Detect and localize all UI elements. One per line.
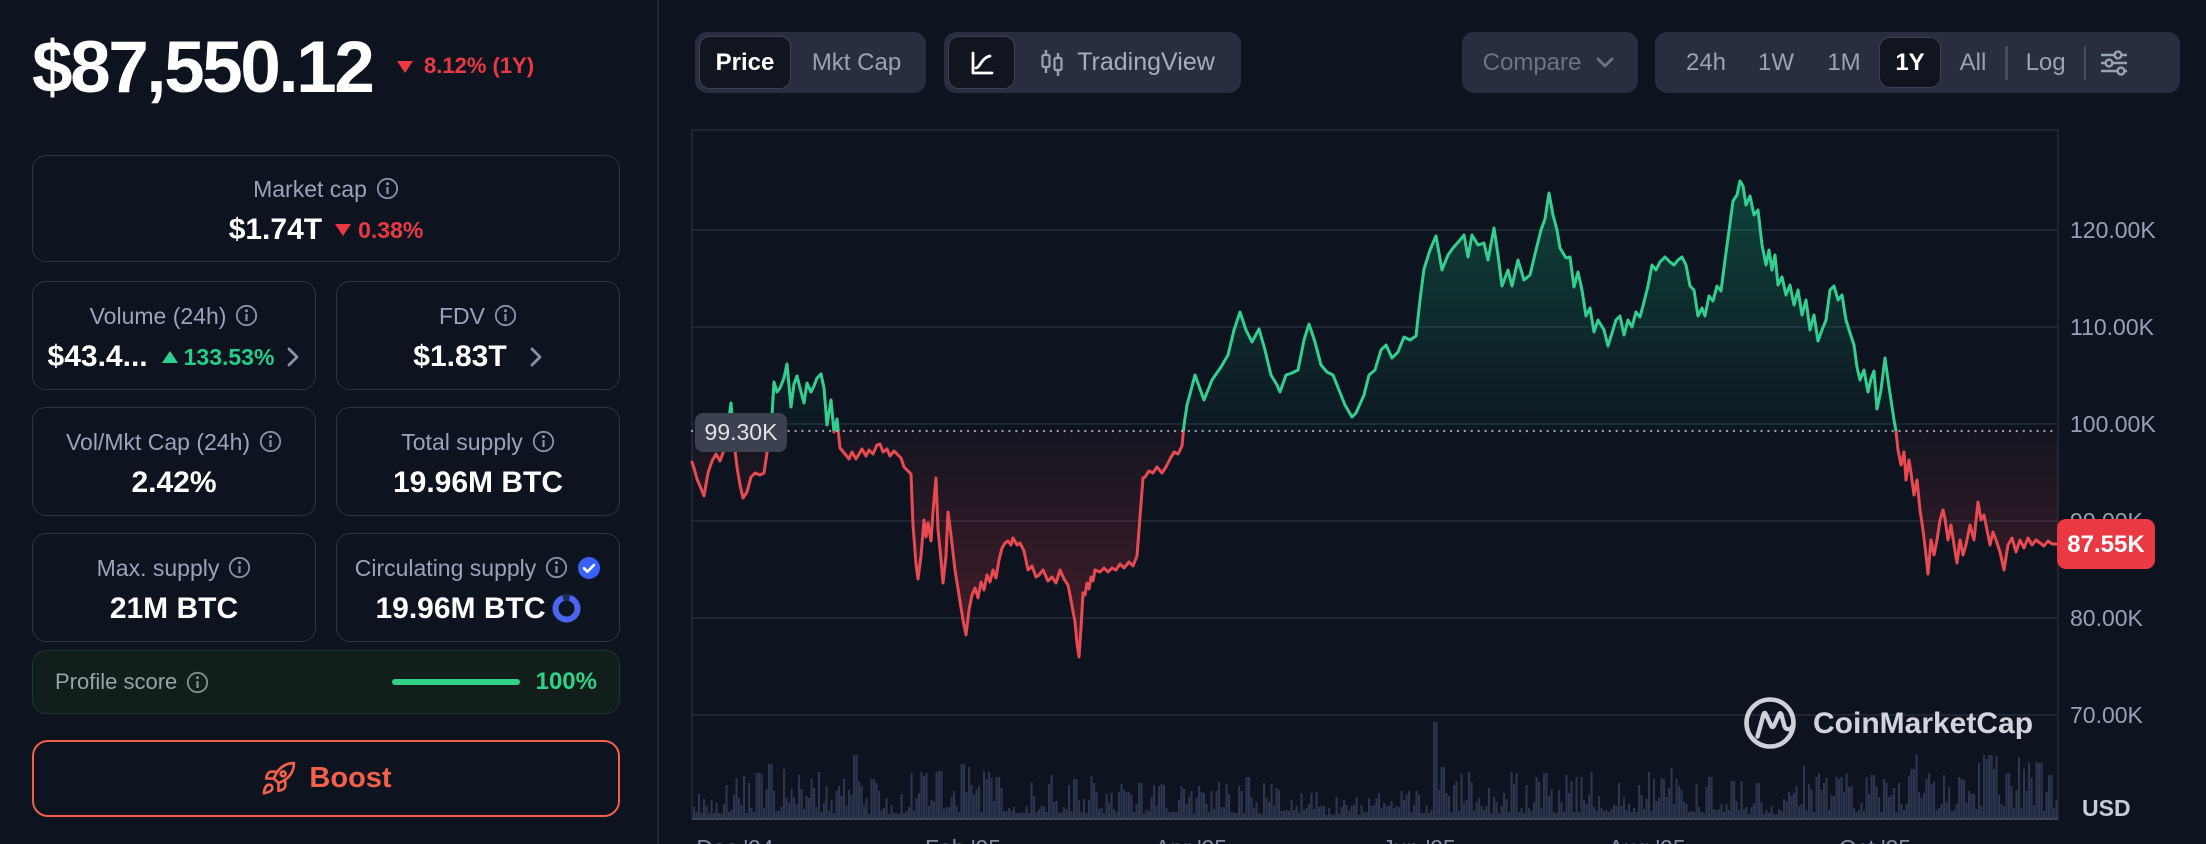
- svg-text:99.30K: 99.30K: [705, 419, 779, 445]
- svg-text:100.00K: 100.00K: [2070, 411, 2156, 437]
- svg-text:CoinMarketCap: CoinMarketCap: [1813, 707, 2033, 740]
- svg-text:70.00K: 70.00K: [2070, 702, 2144, 728]
- svg-text:Feb '25: Feb '25: [925, 835, 1001, 844]
- svg-text:USD: USD: [2082, 795, 2131, 821]
- svg-text:110.00K: 110.00K: [2070, 314, 2155, 340]
- svg-text:120.00K: 120.00K: [2070, 217, 2156, 243]
- svg-text:Aug '25: Aug '25: [1608, 835, 1685, 844]
- svg-text:80.00K: 80.00K: [2070, 605, 2144, 631]
- svg-text:Dec '24: Dec '24: [696, 835, 773, 844]
- svg-text:Oct '25: Oct '25: [1839, 835, 1911, 844]
- svg-text:Jun '25: Jun '25: [1382, 835, 1455, 844]
- svg-text:87.55K: 87.55K: [2067, 531, 2145, 558]
- svg-text:Apr '25: Apr '25: [1155, 835, 1227, 844]
